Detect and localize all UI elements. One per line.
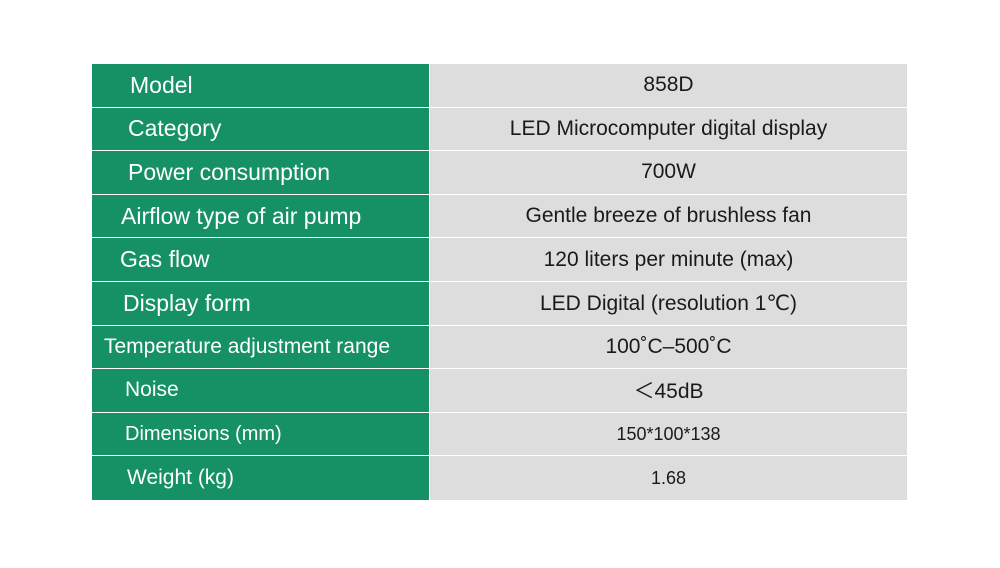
spec-value: 150*100*138 — [430, 412, 907, 456]
spec-row-display-form: Display form LED Digital (resolution 1℃) — [92, 281, 907, 326]
spec-row-airflow-type: Airflow type of air pump Gentle breeze o… — [92, 194, 907, 239]
spec-value: ＜45dB — [430, 369, 907, 412]
spec-label: Category — [92, 107, 430, 151]
spec-row-category: Category LED Microcomputer digital displ… — [92, 107, 907, 152]
spec-value: Gentle breeze of brushless fan — [430, 194, 907, 238]
spec-label: Model — [92, 64, 430, 107]
spec-row-dimensions: Dimensions (mm) 150*100*138 — [92, 412, 907, 457]
spec-table: Model 858D Category LED Microcomputer di… — [92, 64, 907, 500]
spec-label: Dimensions (mm) — [92, 412, 430, 456]
spec-label: Weight (kg) — [92, 456, 430, 500]
spec-value: 1.68 — [430, 456, 907, 500]
spec-label: Temperature adjustment range — [92, 325, 430, 369]
spec-label: Gas flow — [92, 238, 430, 281]
spec-row-temperature-range: Temperature adjustment range 100˚C–500˚C — [92, 325, 907, 370]
spec-row-power-consumption: Power consumption 700W — [92, 151, 907, 195]
spec-label: Power consumption — [92, 151, 430, 194]
spec-value: 120 liters per minute (max) — [430, 238, 907, 281]
spec-row-gas-flow: Gas flow 120 liters per minute (max) — [92, 238, 907, 282]
spec-label: Display form — [92, 281, 430, 325]
spec-value: LED Digital (resolution 1℃) — [430, 281, 907, 325]
spec-value: 858D — [430, 64, 907, 107]
spec-row-weight: Weight (kg) 1.68 — [92, 456, 907, 500]
spec-value: LED Microcomputer digital display — [430, 107, 907, 151]
spec-label: Airflow type of air pump — [92, 194, 430, 238]
spec-value: 100˚C–500˚C — [430, 325, 907, 369]
spec-row-model: Model 858D — [92, 64, 907, 108]
spec-value: 700W — [430, 151, 907, 194]
spec-row-noise: Noise ＜45dB — [92, 369, 907, 413]
spec-label: Noise — [92, 369, 430, 412]
